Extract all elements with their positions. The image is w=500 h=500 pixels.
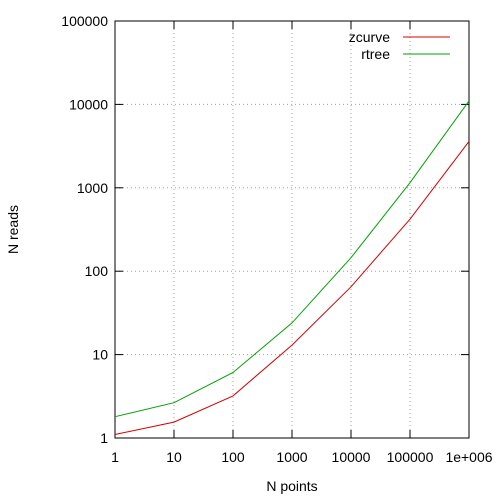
x-tick-label: 100 [221, 449, 245, 465]
series-line-zcurve [114, 141, 470, 435]
x-tick-label: 1e+006 [445, 449, 492, 465]
y-tick-label: 1000 [77, 180, 108, 196]
x-tick-label: 100000 [387, 449, 434, 465]
legend-label-rtree: rtree [361, 46, 390, 62]
legend-label-zcurve: zcurve [349, 29, 390, 45]
series-line-rtree [114, 100, 470, 418]
x-tick-label: 1000 [276, 449, 307, 465]
y-tick-label: 1 [100, 430, 108, 446]
y-tick-label: 10000 [69, 96, 108, 112]
plot-frame [114, 20, 470, 439]
x-tick-label: 1 [111, 449, 119, 465]
series-lines [114, 100, 470, 435]
x-tick-label: 10000 [332, 449, 371, 465]
grid [115, 21, 469, 438]
y-axis-label: N reads [5, 205, 21, 254]
y-tick-label: 100000 [61, 13, 108, 29]
x-axis-label: N points [266, 478, 317, 494]
x-tick-label: 10 [166, 449, 182, 465]
y-tick-label: 100 [85, 263, 109, 279]
axis-ticks: 1 10 100 1000 10000 100000 1e+006 1 10 100 1000 100… [61, 13, 492, 465]
y-tick-label: 10 [92, 347, 108, 363]
